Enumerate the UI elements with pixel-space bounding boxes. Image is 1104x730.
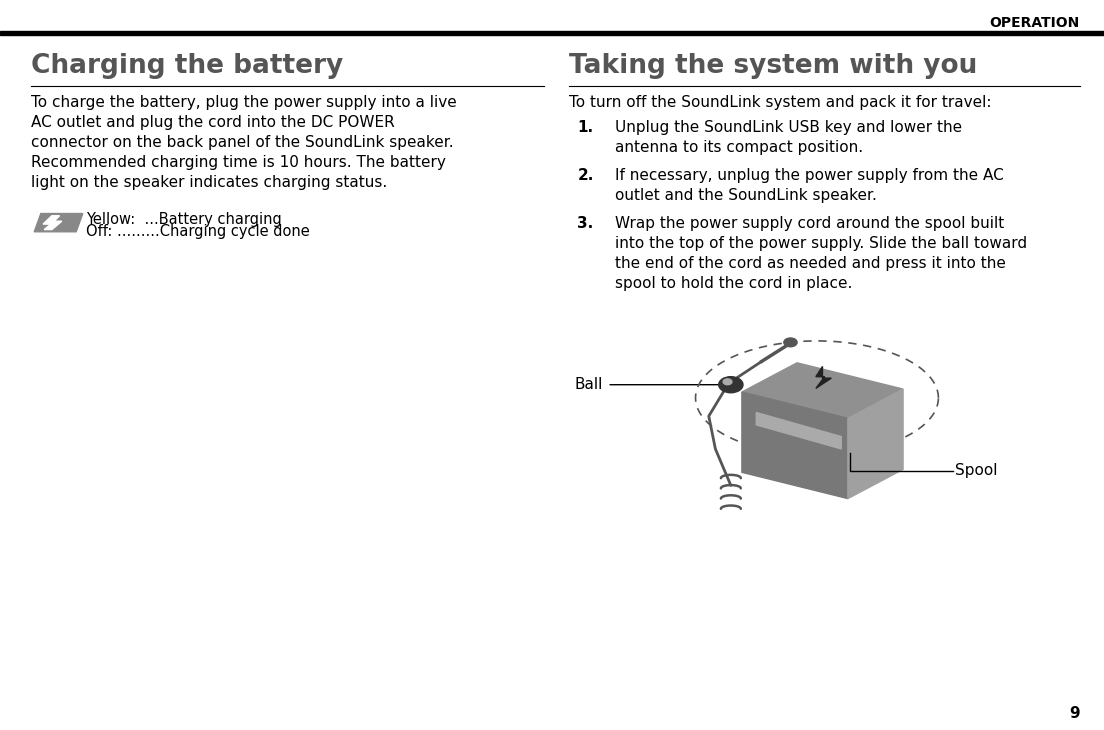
Text: 2.: 2. <box>577 168 594 183</box>
Polygon shape <box>742 392 848 499</box>
Text: Unplug the SoundLink USB key and lower the
antenna to its compact position.: Unplug the SoundLink USB key and lower t… <box>615 120 962 155</box>
Text: 1.: 1. <box>577 120 594 135</box>
Text: Wrap the power supply cord around the spool built
into the top of the power supp: Wrap the power supply cord around the sp… <box>615 216 1027 291</box>
Text: To charge the battery, plug the power supply into a live
AC outlet and plug the : To charge the battery, plug the power su… <box>31 95 457 190</box>
Circle shape <box>784 338 797 347</box>
Circle shape <box>723 379 732 385</box>
Bar <box>0 31 1104 35</box>
Polygon shape <box>816 366 831 388</box>
Text: Charging the battery: Charging the battery <box>31 53 343 79</box>
Polygon shape <box>848 389 903 499</box>
Text: Spool: Spool <box>955 464 997 478</box>
Text: Off: .........Charging cycle done: Off: .........Charging cycle done <box>86 224 310 239</box>
Text: 9: 9 <box>1069 706 1080 721</box>
Circle shape <box>719 377 743 393</box>
Polygon shape <box>742 363 903 418</box>
Text: 3.: 3. <box>577 216 594 231</box>
Text: OPERATION: OPERATION <box>989 16 1080 31</box>
Polygon shape <box>756 412 841 449</box>
Text: If necessary, unplug the power supply from the AC
outlet and the SoundLink speak: If necessary, unplug the power supply fr… <box>615 168 1004 203</box>
Polygon shape <box>43 216 62 229</box>
Text: To turn off the SoundLink system and pack it for travel:: To turn off the SoundLink system and pac… <box>569 95 991 110</box>
Text: Yellow:  ...Battery charging: Yellow: ...Battery charging <box>86 212 282 228</box>
Polygon shape <box>34 214 83 232</box>
Text: Ball: Ball <box>574 377 603 392</box>
Text: Taking the system with you: Taking the system with you <box>569 53 977 79</box>
